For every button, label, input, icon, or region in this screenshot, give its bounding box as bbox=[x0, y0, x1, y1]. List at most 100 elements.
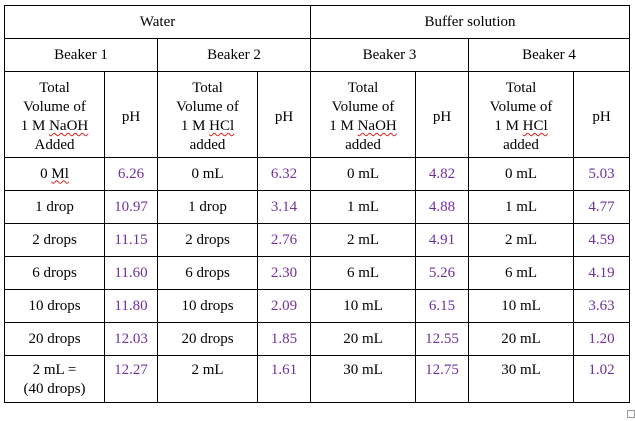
b3-ph-header: pH bbox=[415, 71, 469, 158]
b3-ph-cell: 5.26 bbox=[415, 256, 469, 290]
b4-ph-header: pH bbox=[572, 71, 631, 158]
volume-value: 30 mL bbox=[343, 362, 383, 378]
b1-volume-header: Total Volume of 1 M NaOH Added bbox=[4, 71, 105, 158]
header-line: added bbox=[189, 137, 226, 153]
b4-ph-cell: 1.20 bbox=[572, 322, 631, 356]
b2-volume-cell: 1 drop bbox=[157, 190, 258, 224]
header-line: 1 M bbox=[20, 118, 50, 134]
b4-volume-cell: 1 mL bbox=[468, 190, 574, 224]
table-row: 6 drops 11.60 6 drops 2.30 6 mL 5.26 6 m… bbox=[4, 256, 631, 290]
beaker-3-header: Beaker 3 bbox=[310, 38, 469, 72]
b1-volume-cell: 10 drops bbox=[4, 289, 105, 323]
ph-label: pH bbox=[121, 108, 141, 125]
b1-volume-cell: 2 mL = (40 drops) bbox=[4, 355, 105, 403]
b3-volume-header: Total Volume of 1 M NaOH added bbox=[310, 71, 416, 158]
header-line: Total bbox=[347, 80, 379, 96]
b3-volume-cell: 20 mL bbox=[310, 322, 416, 356]
header-line: Volume of bbox=[176, 99, 239, 115]
ph-label: pH bbox=[274, 108, 294, 125]
table-row: 0 Ml 6.26 0 mL 6.32 0 mL 4.82 0 mL 5.03 bbox=[4, 157, 631, 191]
b4-volume-cell: 20 mL bbox=[468, 322, 574, 356]
beaker-2-header: Beaker 2 bbox=[157, 38, 311, 72]
b1-volume-cell: 0 Ml bbox=[4, 157, 105, 191]
header-line: Total bbox=[192, 80, 223, 96]
b4-ph-cell: 4.59 bbox=[572, 223, 631, 257]
b2-volume-cell: 20 drops bbox=[157, 322, 258, 356]
header-line: Volume of bbox=[331, 99, 395, 115]
header-line: Total bbox=[505, 80, 537, 96]
header-line: added bbox=[345, 137, 381, 153]
b1-ph-cell: 6.26 bbox=[104, 157, 158, 191]
b2-ph-cell: 2.09 bbox=[257, 289, 311, 323]
group-buffer-header: Buffer solution bbox=[309, 5, 631, 39]
ph-value: 12.75 bbox=[425, 362, 459, 378]
b1-ph-cell: 11.80 bbox=[104, 289, 158, 323]
header-line: Added bbox=[34, 137, 75, 153]
b3-ph-cell: 6.15 bbox=[415, 289, 469, 323]
reagent-name: HCl bbox=[209, 118, 235, 134]
b3-volume-cell: 10 mL bbox=[310, 289, 416, 323]
b4-volume-cell: 6 mL bbox=[468, 256, 574, 290]
table-row: 10 drops 11.80 10 drops 2.09 10 mL 6.15 … bbox=[4, 289, 631, 323]
b2-ph-cell: 1.61 bbox=[257, 355, 311, 403]
b1-ph-cell: 10.97 bbox=[104, 190, 158, 224]
beaker-header-row: Beaker 1 Beaker 2 Beaker 3 Beaker 4 bbox=[4, 38, 631, 72]
b2-ph-cell: 2.30 bbox=[257, 256, 311, 290]
b2-ph-cell: 3.14 bbox=[257, 190, 311, 224]
ph-label: pH bbox=[432, 108, 452, 125]
beaker-1-header: Beaker 1 bbox=[4, 38, 158, 72]
b4-ph-cell: 4.19 bbox=[572, 256, 631, 290]
header-line: 1 M bbox=[494, 118, 523, 134]
b4-ph-cell: 3.63 bbox=[572, 289, 631, 323]
header-line: added bbox=[503, 137, 539, 153]
b4-volume-cell: 30 mL bbox=[468, 355, 574, 403]
b1-ph-cell: 11.60 bbox=[104, 256, 158, 290]
ph-value: 12.27 bbox=[114, 362, 148, 378]
group-water-header: Water bbox=[4, 5, 311, 39]
b2-volume-cell: 2 mL bbox=[157, 355, 258, 403]
b2-ph-cell: 2.76 bbox=[257, 223, 311, 257]
b2-volume-cell: 6 drops bbox=[157, 256, 258, 290]
b3-ph-cell: 4.91 bbox=[415, 223, 469, 257]
header-line: Volume of bbox=[489, 99, 553, 115]
b4-volume-cell: 2 mL bbox=[468, 223, 574, 257]
b1-volume-cell: 2 drops bbox=[4, 223, 105, 257]
volume-value: 2 mL = bbox=[32, 362, 77, 378]
b3-ph-cell: 4.82 bbox=[415, 157, 469, 191]
b1-ph-header: pH bbox=[104, 71, 158, 158]
b4-ph-cell: 4.77 bbox=[572, 190, 631, 224]
b2-ph-cell: 1.85 bbox=[257, 322, 311, 356]
table-row: 2 mL = (40 drops) 12.27 2 mL 1.61 30 mL … bbox=[4, 355, 631, 403]
titration-table: Water Buffer solution Beaker 1 Beaker 2 … bbox=[4, 5, 631, 403]
b1-ph-cell: 12.27 bbox=[104, 355, 158, 403]
group-header-row: Water Buffer solution bbox=[4, 5, 631, 39]
b2-volume-cell: 10 drops bbox=[157, 289, 258, 323]
reagent-name: NaOH bbox=[357, 118, 397, 134]
b3-volume-cell: 30 mL bbox=[310, 355, 416, 403]
volume-unit: Ml bbox=[51, 165, 69, 182]
volume-value: 0 bbox=[40, 165, 52, 182]
b1-volume-cell: 20 drops bbox=[4, 322, 105, 356]
table-row: 1 drop 10.97 1 drop 3.14 1 mL 4.88 1 mL … bbox=[4, 190, 631, 224]
b1-ph-cell: 12.03 bbox=[104, 322, 158, 356]
b1-volume-cell: 6 drops bbox=[4, 256, 105, 290]
b3-volume-cell: 1 mL bbox=[310, 190, 416, 224]
volume-note: (40 drops) bbox=[23, 381, 86, 397]
b3-volume-cell: 6 mL bbox=[310, 256, 416, 290]
b2-volume-cell: 2 drops bbox=[157, 223, 258, 257]
volume-value: 30 mL bbox=[501, 362, 541, 378]
beaker-4-header: Beaker 4 bbox=[467, 38, 631, 72]
b4-ph-cell: 5.03 bbox=[572, 157, 631, 191]
b3-volume-cell: 2 mL bbox=[310, 223, 416, 257]
header-line: 1 M bbox=[180, 118, 210, 134]
b2-ph-cell: 6.32 bbox=[257, 157, 311, 191]
ph-value: 1.61 bbox=[270, 362, 298, 378]
b4-volume-header: Total Volume of 1 M HCl added bbox=[468, 71, 574, 158]
header-line: Volume of bbox=[23, 99, 86, 115]
b4-volume-cell: 10 mL bbox=[468, 289, 574, 323]
ph-label: pH bbox=[592, 108, 611, 125]
table-row: 20 drops 12.03 20 drops 1.85 20 mL 12.55… bbox=[4, 322, 631, 356]
ph-value: 1.02 bbox=[588, 362, 615, 378]
b2-ph-header: pH bbox=[257, 71, 311, 158]
table-resize-handle[interactable] bbox=[627, 410, 635, 418]
